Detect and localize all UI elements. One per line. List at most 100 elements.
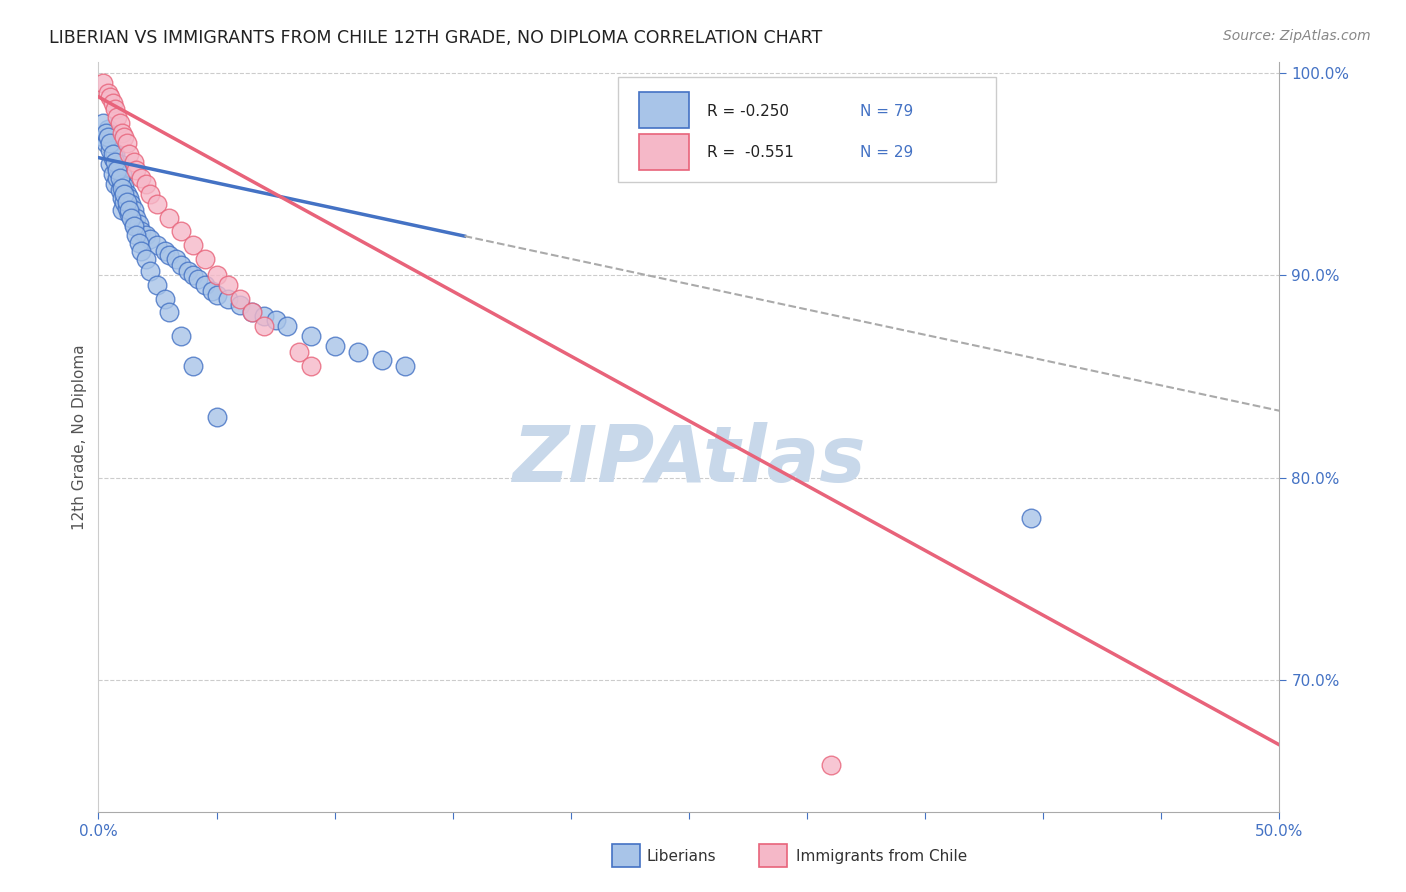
Point (91, 116, 114, 130)
Point (217, 293, 239, 307)
Point (98, 136, 121, 151)
Point (253, 318, 276, 333)
Point (111, 181, 134, 195)
Point (153, 293, 176, 307)
Point (121, 211, 143, 226)
Point (97, 130, 120, 145)
Point (101, 167, 124, 181)
Point (122, 219, 145, 234)
Point (91, 130, 114, 145)
Point (112, 178, 135, 193)
Point (276, 318, 298, 333)
Point (139, 232, 162, 246)
Point (105, 170, 128, 185)
Point (98, 157, 121, 171)
Point (371, 353, 394, 368)
Point (111, 177, 134, 191)
Point (299, 359, 322, 374)
Point (253, 309, 276, 323)
Point (139, 187, 162, 202)
Point (97, 122, 120, 136)
Point (240, 304, 263, 318)
Point (115, 195, 138, 210)
Text: ZIPAtlas: ZIPAtlas (512, 422, 866, 498)
Point (157, 248, 180, 262)
Point (122, 203, 145, 218)
Point (98, 90, 121, 104)
Point (205, 409, 228, 424)
Point (129, 244, 152, 258)
Point (181, 268, 204, 282)
Point (111, 203, 134, 218)
Point (104, 154, 127, 169)
Text: Source: ZipAtlas.com: Source: ZipAtlas.com (1223, 29, 1371, 43)
Point (111, 126, 134, 140)
Point (101, 151, 124, 165)
Point (153, 244, 176, 258)
Point (108, 183, 131, 197)
Point (177, 264, 200, 278)
Text: LIBERIAN VS IMMIGRANTS FROM CHILE 12TH GRADE, NO DIPLOMA CORRELATION CHART: LIBERIAN VS IMMIGRANTS FROM CHILE 12TH G… (49, 29, 823, 46)
Point (229, 293, 252, 307)
Text: N = 79: N = 79 (860, 103, 914, 119)
Point (394, 359, 416, 374)
Point (146, 197, 169, 211)
Point (104, 146, 127, 161)
Y-axis label: 12th Grade, No Diploma: 12th Grade, No Diploma (72, 344, 87, 530)
Point (118, 146, 141, 161)
Text: N = 29: N = 29 (860, 145, 914, 160)
Point (112, 195, 135, 210)
Point (115, 201, 138, 215)
Text: Immigrants from Chile: Immigrants from Chile (796, 849, 967, 863)
Bar (640, 93, 689, 128)
Point (115, 136, 138, 151)
Point (129, 170, 152, 185)
Point (115, 187, 138, 202)
Point (125, 211, 148, 226)
Bar (640, 135, 689, 170)
Point (125, 227, 148, 242)
Point (105, 161, 128, 175)
Point (112, 187, 135, 202)
Point (165, 252, 187, 266)
Point (194, 252, 217, 266)
Point (1021, 511, 1043, 525)
Point (105, 110, 128, 124)
Point (94, 136, 117, 151)
Point (112, 130, 135, 145)
Point (181, 359, 204, 374)
Point (170, 328, 193, 343)
Point (128, 218, 150, 232)
Point (135, 227, 157, 242)
Point (104, 177, 127, 191)
Point (323, 339, 346, 353)
Point (122, 154, 145, 169)
Point (820, 758, 842, 772)
Point (299, 328, 322, 343)
Point (101, 95, 124, 110)
Point (240, 304, 263, 318)
Point (217, 278, 239, 293)
Point (205, 288, 228, 302)
Point (125, 162, 148, 177)
Point (118, 207, 141, 221)
Point (128, 235, 150, 250)
Point (105, 162, 128, 177)
Point (135, 252, 157, 266)
Point (108, 157, 131, 171)
Point (118, 191, 141, 205)
Point (170, 223, 193, 237)
Point (229, 298, 252, 312)
Text: R =  -0.551: R = -0.551 (707, 145, 793, 160)
Point (111, 167, 134, 181)
Point (104, 102, 127, 116)
Point (135, 177, 157, 191)
Text: Liberians: Liberians (647, 849, 717, 863)
Point (146, 237, 169, 252)
Point (157, 211, 180, 226)
Point (205, 268, 228, 282)
Point (108, 116, 131, 130)
Text: R = -0.250: R = -0.250 (707, 103, 789, 119)
Point (129, 223, 152, 237)
Point (157, 304, 180, 318)
